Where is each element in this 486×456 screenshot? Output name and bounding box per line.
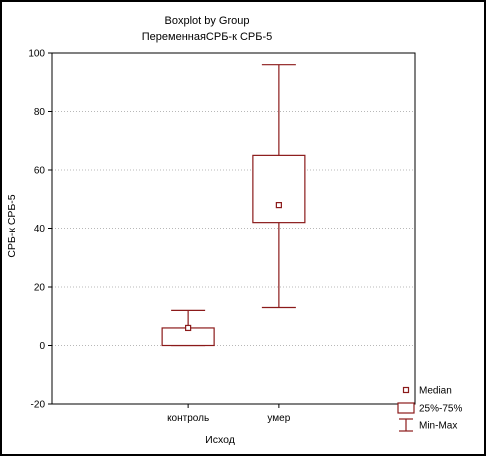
x-tick-label: контроль <box>167 413 209 424</box>
chart-subtitle: ПеременнаяСРБ-к СРБ-5 <box>142 31 272 43</box>
y-tick-label: -20 <box>31 400 46 411</box>
y-tick-label: 60 <box>34 166 46 177</box>
y-tick-label: 40 <box>34 224 46 235</box>
iqr-box <box>252 154 306 224</box>
boxes <box>161 64 306 347</box>
legend-median-symbol <box>402 386 410 394</box>
y-axis-label: СРБ-к СРБ-5 <box>6 194 18 257</box>
legend-label: Min-Max <box>419 421 457 432</box>
x-ticks: контроль умер <box>167 404 291 424</box>
legend-label: Median <box>419 386 452 397</box>
legend: Median 25%-75% Min-Max <box>397 386 462 432</box>
legend-box-symbol <box>397 402 415 414</box>
plot-area-border <box>51 52 416 405</box>
y-ticks: -20 0 20 40 60 80 100 <box>28 49 52 411</box>
legend-label: 25%-75% <box>419 404 462 415</box>
median-marker <box>185 324 192 332</box>
chart-title: Boxplot by Group <box>165 15 250 27</box>
median-marker <box>275 202 282 209</box>
y-tick-label: 20 <box>34 283 46 294</box>
y-tick-label: 80 <box>34 107 46 118</box>
y-tick-label: 100 <box>28 49 45 60</box>
x-axis-label: Исход <box>205 434 235 446</box>
y-tick-label: 0 <box>39 341 45 352</box>
grid <box>52 111 415 346</box>
x-tick-label: умер <box>267 413 290 424</box>
